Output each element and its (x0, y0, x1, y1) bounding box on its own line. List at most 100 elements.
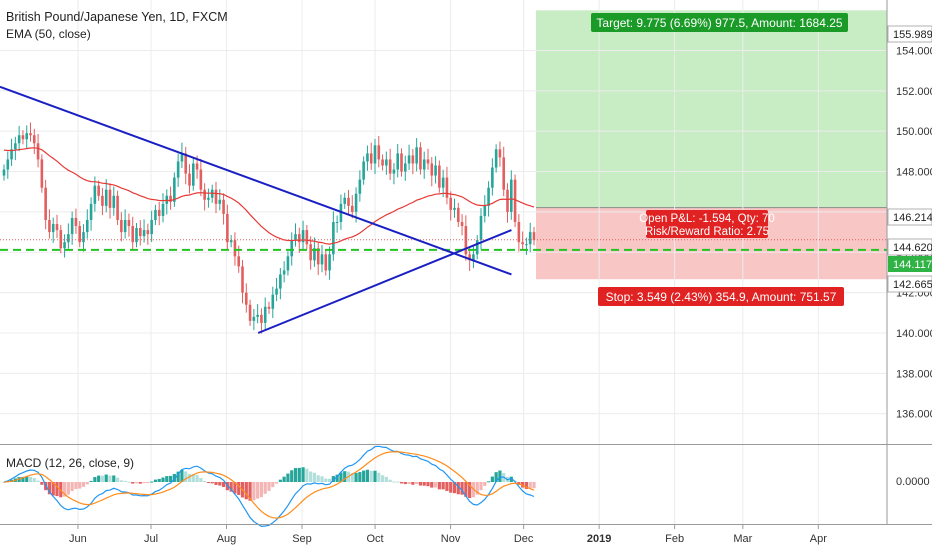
macd-histogram-bar (25, 476, 29, 482)
candle-body (392, 169, 396, 174)
macd-histogram-bar (138, 482, 142, 484)
candle-body (131, 226, 135, 243)
macd-histogram-bar (2, 482, 6, 483)
candle-body (10, 149, 13, 160)
macd-histogram-bar (74, 482, 78, 490)
last-price-tag-text: 144.620 (893, 242, 932, 254)
macd-histogram-bar (115, 477, 120, 482)
macd-histogram-bar (479, 482, 483, 491)
macd-histogram-bar (320, 476, 324, 482)
candle-body (532, 232, 536, 241)
macd-histogram-bar (483, 482, 487, 486)
macd-histogram-bar (172, 473, 176, 482)
candle-body (97, 185, 100, 196)
candle-body (241, 266, 244, 293)
macd-histogram-bar (411, 482, 415, 485)
candle-body (320, 254, 324, 265)
candle-body (335, 222, 339, 223)
macd-histogram-bar (407, 482, 411, 484)
x-tick-label: Feb (665, 533, 684, 545)
macd-histogram-bar (199, 478, 203, 482)
candle-body (25, 133, 29, 140)
candle-body (460, 222, 464, 227)
macd-histogram-bar (460, 482, 464, 495)
macd-histogram-bar (191, 474, 195, 482)
candle-body (184, 153, 188, 174)
macd-histogram-bar (384, 476, 388, 482)
candle-body (309, 244, 312, 261)
candle-body (89, 203, 93, 220)
candle-body (479, 215, 483, 241)
macd-histogram-bar (252, 482, 256, 501)
candle-body (195, 163, 199, 170)
y-tick-label: 138.000 (896, 368, 932, 380)
candle-body (233, 240, 237, 257)
macd-histogram-bar (399, 482, 404, 484)
ema-line (3, 147, 535, 245)
macd-histogram-bar (195, 475, 199, 482)
macd-histogram-bar (509, 476, 513, 482)
candle-body (138, 228, 142, 237)
candle-body (354, 193, 358, 212)
macd-zero-tick: 0.0000 (896, 476, 930, 488)
macd-histogram-bar (335, 474, 339, 482)
macd-histogram-bar (134, 482, 139, 484)
macd-histogram-bar (437, 482, 441, 490)
candle-body (2, 169, 6, 176)
stop-price-tag (887, 275, 932, 293)
candle-body (506, 189, 509, 212)
macd-histogram-bar (100, 475, 105, 482)
candle-body (517, 222, 521, 243)
x-tick-label: Dec (514, 533, 534, 545)
macd-histogram-bar (28, 476, 33, 482)
macd-histogram-bar (142, 482, 146, 484)
macd-histogram-bar (123, 480, 127, 482)
candle-body (256, 314, 259, 317)
candle-body (385, 159, 388, 166)
x-tick-label: Oct (367, 533, 384, 545)
candle-body (123, 219, 127, 233)
candle-body (104, 189, 108, 206)
macd-histogram-bar (309, 471, 313, 482)
macd-histogram-bar (51, 482, 55, 496)
candle-body (472, 254, 475, 261)
macd-histogram-bar (237, 482, 241, 495)
pnl-label: Open P&L: -1.594, Qty: 70 (639, 213, 775, 225)
candle-body (282, 270, 286, 275)
macd-histogram-bar (70, 482, 74, 492)
candle-body (301, 230, 305, 243)
candle-body (316, 248, 320, 265)
candle-body (513, 179, 517, 222)
macd-histogram-bar (267, 482, 271, 491)
x-tick-label: Jul (144, 533, 158, 545)
candle-body (294, 234, 297, 241)
candle-body (396, 153, 400, 170)
candle-body (207, 197, 210, 200)
candle-body (67, 234, 70, 243)
candle-body (468, 254, 471, 261)
target-price-tag-text: 155.989 (893, 29, 932, 41)
trendline-ascending (257, 229, 512, 334)
macd-histogram-bar (301, 467, 305, 482)
candle-body (14, 143, 17, 150)
macd-histogram-bar (445, 482, 449, 491)
macd-histogram-bar (146, 482, 150, 484)
macd-histogram-bar (127, 481, 131, 483)
macd-histogram-bar (286, 473, 290, 482)
macd-histogram-bar (486, 481, 491, 483)
macd-histogram-bar (176, 471, 180, 482)
macd-histogram-bar (350, 473, 354, 482)
candle-body (411, 155, 415, 164)
candle-body (400, 153, 403, 172)
candle-body (381, 159, 384, 166)
candle-body (55, 224, 59, 231)
candle-body (40, 159, 44, 188)
candle-body (438, 165, 441, 188)
candle-body (248, 304, 252, 321)
candle-body (222, 199, 225, 214)
macd-histogram-bar (422, 482, 426, 486)
macd-histogram-bar (165, 476, 169, 482)
macd-histogram-bar (339, 472, 343, 482)
target-label-box (591, 13, 848, 32)
